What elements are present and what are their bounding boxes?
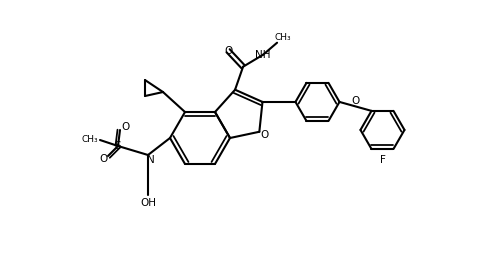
Text: O: O [121, 122, 129, 132]
Text: NH: NH [255, 50, 271, 60]
Text: CH₃: CH₃ [275, 33, 292, 42]
Text: S: S [115, 141, 122, 151]
Text: CH₃: CH₃ [82, 136, 98, 144]
Text: O: O [260, 130, 268, 140]
Text: F: F [380, 155, 385, 165]
Text: O: O [224, 46, 232, 56]
Text: O: O [99, 154, 107, 164]
Text: OH: OH [140, 198, 156, 208]
Text: O: O [351, 96, 360, 106]
Text: N: N [147, 155, 155, 165]
